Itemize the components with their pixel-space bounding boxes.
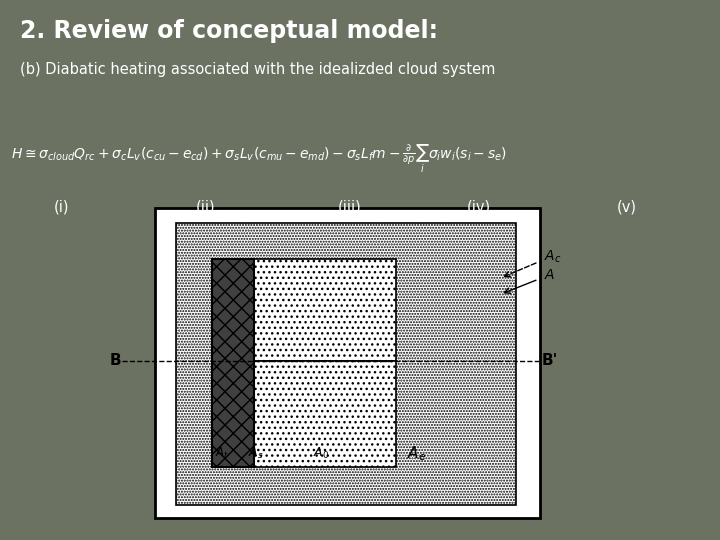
Text: $H \cong \sigma_{cloud}Q_{rc}+\sigma_c L_v(c_{cu}-e_{cd})+\sigma_s L_v(c_{mu}-e_: $H \cong \sigma_{cloud}Q_{rc}+\sigma_c L… bbox=[11, 143, 507, 176]
Text: (b) Diabatic heating associated with the idealizded cloud system: (b) Diabatic heating associated with the… bbox=[20, 62, 495, 77]
Text: (iv): (iv) bbox=[467, 200, 491, 215]
Text: 2. Review of conceptual model:: 2. Review of conceptual model: bbox=[20, 19, 438, 43]
Bar bbox=[212, 361, 396, 467]
Bar bbox=[155, 208, 540, 518]
Text: (v): (v) bbox=[616, 200, 636, 215]
Text: $A_c$: $A_c$ bbox=[544, 248, 561, 265]
Text: $A_0$: $A_0$ bbox=[313, 446, 330, 461]
Bar bbox=[212, 259, 396, 361]
Bar bbox=[176, 223, 516, 505]
Text: B': B' bbox=[541, 353, 558, 368]
Text: $A_t$: $A_t$ bbox=[215, 446, 229, 461]
Text: B: B bbox=[109, 353, 121, 368]
Text: $A_s$: $A_s$ bbox=[248, 446, 264, 461]
Text: $A$: $A$ bbox=[544, 268, 555, 282]
Text: (iii): (iii) bbox=[338, 200, 361, 215]
Text: $A_e$: $A_e$ bbox=[407, 444, 426, 463]
Bar bbox=[212, 259, 254, 467]
Text: (i): (i) bbox=[53, 200, 69, 215]
Text: (ii): (ii) bbox=[195, 200, 215, 215]
